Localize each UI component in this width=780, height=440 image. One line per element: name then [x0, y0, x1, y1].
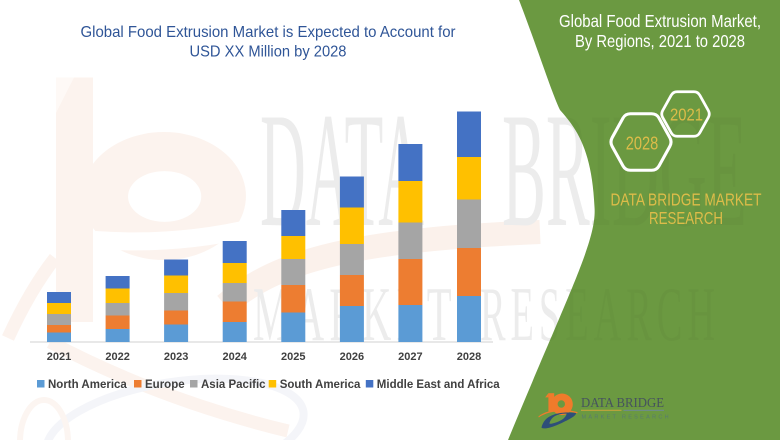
svg-text:DATA BRIDGE: DATA BRIDGE [581, 395, 664, 410]
svg-text:North America: North America [48, 379, 127, 391]
svg-text:USD XX Million by 2028: USD XX Million by 2028 [190, 44, 347, 61]
svg-text:Asia Pacific: Asia Pacific [201, 379, 266, 391]
svg-text:2028: 2028 [626, 132, 659, 153]
svg-text:2022: 2022 [105, 351, 129, 363]
svg-text:RESEARCH: RESEARCH [649, 208, 723, 228]
svg-text:2023: 2023 [164, 351, 188, 363]
svg-text:2027: 2027 [398, 351, 422, 363]
svg-text:2021: 2021 [47, 351, 71, 363]
svg-text:Global Food Extrusion Market,: Global Food Extrusion Market, [559, 11, 761, 31]
svg-text:DATA BRIDGE MARKET: DATA BRIDGE MARKET [611, 190, 762, 210]
svg-text:MARKET RESEARCH: MARKET RESEARCH [582, 414, 671, 420]
svg-text:Middle East and Africa: Middle East and Africa [377, 379, 501, 391]
svg-text:2028: 2028 [457, 351, 481, 363]
svg-text:2026: 2026 [340, 351, 364, 363]
svg-text:Global Food Extrusion Market i: Global Food Extrusion Market is Expected… [81, 24, 457, 41]
svg-text:2021: 2021 [670, 105, 703, 125]
svg-text:Europe: Europe [145, 379, 185, 391]
svg-text:South America: South America [280, 379, 361, 391]
svg-text:2024: 2024 [222, 351, 247, 363]
svg-text:By Regions, 2021 to 2028: By Regions, 2021 to 2028 [575, 31, 745, 51]
svg-text:2025: 2025 [281, 351, 305, 363]
